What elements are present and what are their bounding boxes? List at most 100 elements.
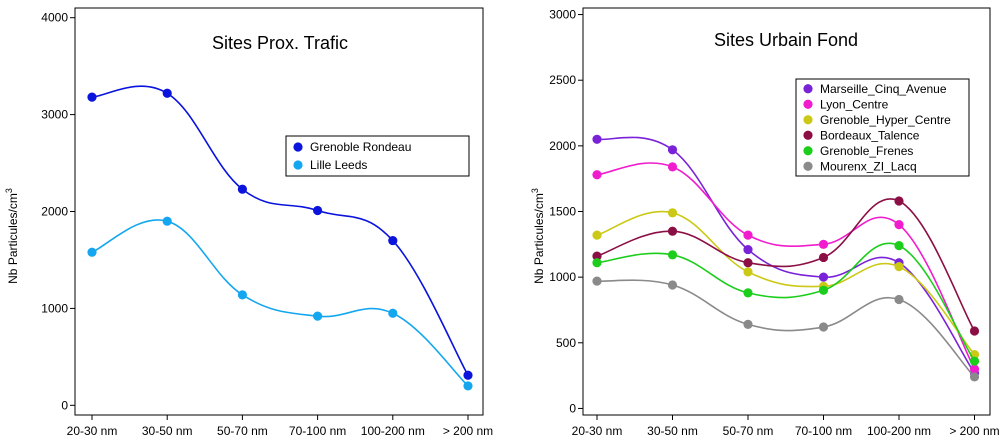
data-point bbox=[592, 251, 602, 261]
data-point bbox=[667, 162, 678, 172]
series-line bbox=[596, 279, 976, 378]
data-point bbox=[667, 226, 678, 236]
data-point bbox=[87, 92, 97, 102]
data-point bbox=[818, 322, 829, 332]
legend: Grenoble Rondeau Lille Leeds bbox=[285, 135, 470, 177]
data-point bbox=[388, 308, 398, 318]
y-axis-label: Nb Particules/cm3 bbox=[530, 188, 546, 284]
series-line bbox=[596, 242, 976, 362]
legend-marker bbox=[803, 130, 813, 140]
data-point bbox=[969, 364, 980, 374]
legend-box bbox=[285, 135, 470, 177]
series-line bbox=[596, 210, 976, 356]
y-axis-label: Nb Particules/cm3 bbox=[4, 188, 20, 284]
x-tick-label: 30-50 nm bbox=[647, 424, 698, 438]
data-point bbox=[463, 381, 473, 391]
plot-frame bbox=[582, 7, 991, 416]
x-tick-label: > 200 nm bbox=[443, 424, 493, 438]
data-point bbox=[894, 196, 904, 206]
y-tick-label: 1500 bbox=[549, 205, 576, 219]
legend-box bbox=[795, 78, 970, 177]
data-point bbox=[592, 276, 602, 286]
x-tick-label: 20-30 nm bbox=[572, 424, 623, 438]
legend-marker bbox=[803, 146, 813, 156]
series-line bbox=[91, 85, 469, 376]
y-tick-label: 3000 bbox=[549, 8, 576, 22]
legend-label: Grenoble_Hyper_Centre bbox=[820, 113, 951, 127]
legend-marker bbox=[293, 142, 303, 152]
legend-label: Lille Leeds bbox=[310, 158, 367, 172]
y-tick-label: 3000 bbox=[41, 108, 68, 122]
legend-label: Marseille_Cinq_Avenue bbox=[820, 82, 947, 96]
legend-label: Grenoble Rondeau bbox=[310, 140, 411, 154]
y-tick-label: 2500 bbox=[549, 73, 576, 87]
chart-title: Sites Urbain Fond bbox=[714, 30, 858, 50]
y-axis-label-superscript: 3 bbox=[4, 188, 14, 193]
series-line bbox=[91, 219, 469, 387]
chart-title: Sites Prox. Trafic bbox=[212, 33, 348, 53]
chart-panel-prox-trafic: 0 1000 2000 3000 4000 20-30 nm 30-50 nm 50-70 n… bbox=[4, 7, 493, 438]
y-tick-label: 4000 bbox=[41, 11, 68, 25]
y-axis-label-superscript: 3 bbox=[530, 188, 540, 193]
x-tick-label: 20-30 nm bbox=[67, 424, 118, 438]
data-point bbox=[667, 145, 678, 155]
chart-panel-urbain-fond: 0 500 1000 1500 2000 2500 3000 20-30 nm 30-50 nm… bbox=[530, 7, 1000, 438]
legend-marker bbox=[803, 115, 813, 125]
data-point bbox=[818, 272, 829, 282]
data-point bbox=[743, 288, 753, 298]
x-tick-label: 30-50 nm bbox=[142, 424, 193, 438]
y-tick-label: 2000 bbox=[549, 139, 576, 153]
data-point bbox=[969, 356, 980, 366]
x-tick-label: 100-200 nm bbox=[867, 424, 931, 438]
data-point bbox=[313, 311, 323, 321]
data-point bbox=[237, 290, 247, 300]
data-point bbox=[162, 216, 172, 226]
data-point bbox=[743, 244, 753, 255]
y-tick-label: 500 bbox=[556, 336, 576, 350]
data-point bbox=[743, 258, 753, 268]
data-point bbox=[313, 205, 323, 216]
legend-marker bbox=[293, 160, 303, 170]
data-point bbox=[667, 208, 678, 218]
data-point bbox=[894, 220, 904, 230]
data-point bbox=[818, 285, 829, 295]
legend-marker bbox=[803, 99, 813, 109]
data-point bbox=[969, 326, 980, 336]
data-point bbox=[969, 372, 980, 382]
y-axis-label-text: Nb Particules/cm bbox=[532, 193, 546, 284]
x-tick-label: 50-70 nm bbox=[217, 424, 268, 438]
y-tick-label: 1000 bbox=[41, 301, 68, 315]
data-point bbox=[818, 252, 829, 263]
x-tick-label: 70-100 nm bbox=[289, 424, 346, 438]
data-point bbox=[592, 258, 602, 268]
legend-label: Grenoble_Frenes bbox=[820, 144, 913, 158]
data-point bbox=[388, 235, 398, 246]
legend-marker bbox=[803, 161, 813, 171]
data-point bbox=[818, 239, 829, 249]
y-tick-label: 0 bbox=[569, 401, 576, 415]
x-tick-label: 70-100 nm bbox=[795, 424, 852, 438]
data-point bbox=[894, 241, 904, 251]
legend-label: Lyon_Centre bbox=[820, 97, 889, 111]
data-point bbox=[894, 294, 904, 305]
x-tick-label: 50-70 nm bbox=[723, 424, 774, 438]
legend-label: Bordeaux_Talence bbox=[820, 128, 920, 142]
data-point bbox=[463, 370, 473, 380]
data-point bbox=[87, 247, 97, 257]
data-point bbox=[743, 319, 753, 330]
data-point bbox=[667, 280, 678, 290]
y-axis-label-text: Nb Particules/cm bbox=[6, 193, 20, 284]
data-point bbox=[592, 230, 602, 240]
x-tick-label: 100-200 nm bbox=[361, 424, 425, 438]
data-point bbox=[743, 230, 753, 240]
plot-frame bbox=[74, 7, 484, 416]
legend-marker bbox=[803, 84, 813, 94]
data-point bbox=[592, 134, 602, 144]
data-point bbox=[667, 250, 678, 260]
y-tick-label: 2000 bbox=[41, 205, 68, 219]
data-point bbox=[162, 88, 172, 98]
data-point bbox=[894, 262, 904, 272]
y-tick-label: 0 bbox=[61, 398, 68, 412]
